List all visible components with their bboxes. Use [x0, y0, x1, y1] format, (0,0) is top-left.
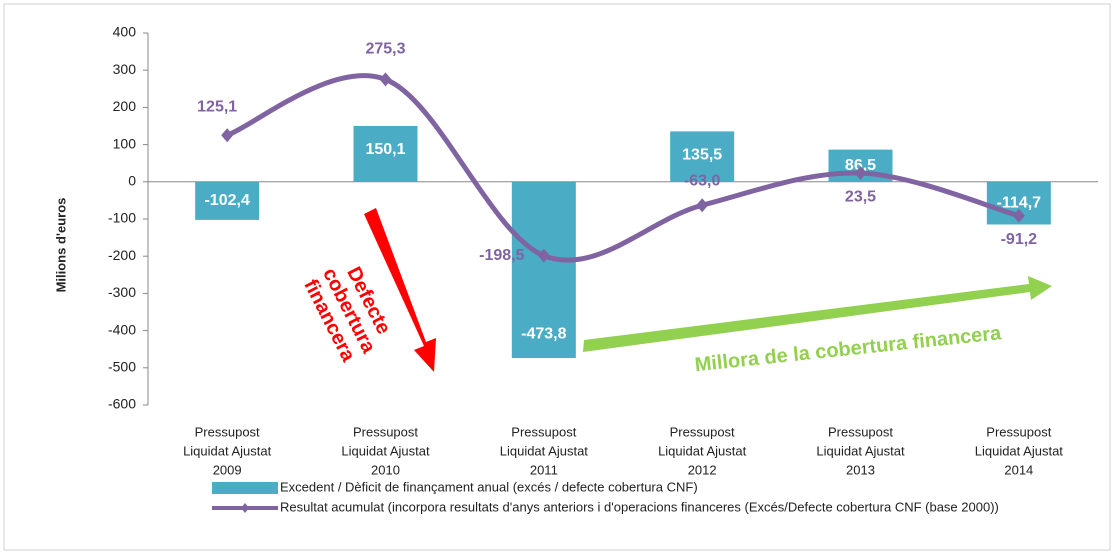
line-marker — [221, 128, 234, 143]
y-tick-label: -500 — [108, 359, 136, 375]
x-tick-label: Pressupost — [353, 424, 418, 439]
line-value-label: 23,5 — [845, 188, 876, 205]
legend-label: Resultat acumulat (incorpora resultats d… — [280, 499, 999, 514]
x-tick-label: Liquidat Ajustat — [975, 443, 1064, 458]
x-tick-label: Liquidat Ajustat — [341, 443, 430, 458]
y-axis-label: Milions d'euros — [53, 198, 68, 293]
line-marker — [854, 166, 867, 181]
x-tick-label: Liquidat Ajustat — [183, 443, 272, 458]
y-tick-label: 100 — [113, 135, 137, 151]
y-tick-label: -300 — [108, 284, 136, 300]
line-marker — [696, 198, 709, 213]
bar — [670, 131, 735, 182]
line-value-label: 275,3 — [365, 41, 405, 58]
x-tick-label: Liquidat Ajustat — [658, 443, 747, 458]
line-value-label: -91,2 — [1001, 231, 1038, 248]
x-tick-label: 2014 — [1004, 462, 1033, 477]
bar-value-label: -114,7 — [997, 194, 1042, 211]
y-tick-label: 400 — [113, 24, 137, 40]
green-arrow — [583, 276, 1052, 352]
y-tick-label: -200 — [108, 247, 136, 263]
line-value-label: -63,0 — [684, 172, 721, 189]
x-tick-label: Pressupost — [511, 424, 576, 439]
bar-value-label: 86,5 — [845, 157, 876, 174]
x-tick-label: Pressupost — [828, 424, 893, 439]
legend-swatch — [212, 482, 278, 494]
y-tick-label: -600 — [108, 396, 136, 412]
x-tick-label: 2012 — [688, 462, 717, 477]
y-tick-label: -400 — [108, 321, 136, 337]
bar — [353, 125, 418, 182]
legend-label: Excedent / Dèficit de finançament anual … — [280, 479, 698, 494]
x-tick-label: 2010 — [371, 462, 400, 477]
bar-value-label: -473,8 — [521, 325, 566, 342]
line-value-label: 125,1 — [197, 98, 237, 115]
x-tick-label: 2009 — [213, 462, 242, 477]
bar-value-label: 135,5 — [682, 147, 722, 164]
x-tick-label: Liquidat Ajustat — [816, 443, 905, 458]
line-marker — [379, 72, 392, 87]
bar — [195, 181, 260, 220]
x-tick-label: Pressupost — [670, 424, 735, 439]
x-tick-label: 2011 — [530, 462, 558, 477]
red-arrow — [364, 208, 436, 372]
bar — [511, 181, 576, 359]
chart-frame — [3, 3, 1111, 551]
line-marker — [1012, 208, 1025, 223]
legend-marker — [241, 503, 249, 513]
x-tick-label: Pressupost — [986, 424, 1051, 439]
y-tick-label: -100 — [108, 210, 136, 226]
y-tick-label: 300 — [113, 61, 137, 77]
x-tick-label: 2013 — [846, 462, 875, 477]
bar-value-label: 150,1 — [365, 141, 405, 158]
line-marker — [537, 248, 550, 263]
line-value-label: -198,5 — [479, 247, 524, 264]
y-tick-label: 0 — [128, 173, 136, 189]
bar-value-label: -102,4 — [204, 192, 249, 209]
line — [226, 73, 1020, 263]
x-tick-label: Pressupost — [195, 424, 260, 439]
y-tick-label: 200 — [113, 98, 137, 114]
x-tick-label: Liquidat Ajustat — [500, 443, 589, 458]
